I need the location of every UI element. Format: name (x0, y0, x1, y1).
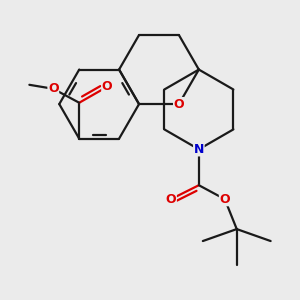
Text: O: O (48, 82, 58, 95)
Text: O: O (102, 80, 112, 93)
Text: O: O (166, 193, 176, 206)
Text: O: O (174, 98, 184, 111)
Text: O: O (220, 193, 230, 206)
Text: N: N (194, 143, 204, 156)
